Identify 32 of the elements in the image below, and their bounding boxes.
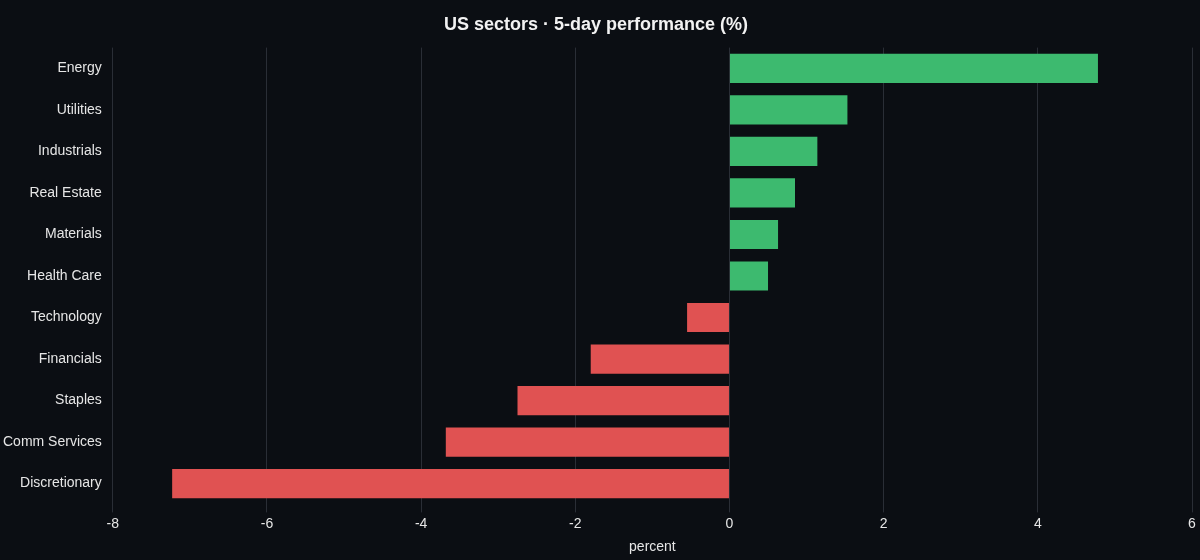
x-tick-label: -6 — [260, 514, 274, 531]
y-tick-label: Technology — [30, 308, 102, 325]
bar — [729, 53, 1098, 83]
y-tick-label: Comm Services — [3, 432, 102, 449]
bar — [729, 261, 769, 291]
x-tick-label: 6 — [1188, 514, 1197, 531]
x-tick-label: 4 — [1033, 514, 1042, 531]
x-tick-label: 0 — [725, 514, 734, 531]
bar — [590, 344, 729, 374]
bar — [517, 386, 729, 416]
y-tick-label: Real Estate — [29, 183, 102, 200]
y-tick-label: Discretionary — [20, 474, 102, 491]
y-tick-label: Financials — [38, 349, 102, 366]
y-tick-label: Utilities — [56, 100, 102, 117]
x-tick-label: -2 — [569, 514, 582, 531]
bar — [687, 302, 729, 333]
x-tick-label: 2 — [879, 514, 888, 531]
bar — [729, 95, 848, 125]
bar — [445, 427, 729, 457]
chart-title: US sectors · 5-day performance (%) — [443, 13, 749, 34]
x-tick-label: -4 — [414, 514, 428, 531]
bar — [729, 136, 818, 166]
bar — [172, 469, 729, 499]
x-axis-title: percent — [629, 538, 676, 555]
bar — [729, 219, 779, 250]
bar — [729, 178, 796, 208]
y-tick-label: Materials — [45, 225, 102, 242]
y-tick-label: Industrials — [37, 142, 102, 159]
y-tick-label: Staples — [55, 391, 102, 408]
y-tick-label: Health Care — [27, 266, 103, 283]
x-tick-label: -8 — [106, 514, 120, 531]
y-tick-label: Energy — [57, 59, 102, 76]
